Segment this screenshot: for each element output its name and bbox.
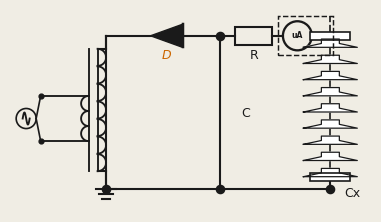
Text: R: R xyxy=(250,49,258,62)
Polygon shape xyxy=(303,152,357,161)
Polygon shape xyxy=(303,168,357,177)
Polygon shape xyxy=(150,24,182,47)
Text: uA: uA xyxy=(292,31,303,40)
Polygon shape xyxy=(303,120,357,128)
Polygon shape xyxy=(303,55,357,63)
Bar xyxy=(278,16,333,55)
Point xyxy=(327,187,333,191)
Polygon shape xyxy=(303,39,357,47)
Point xyxy=(102,187,109,191)
Polygon shape xyxy=(303,71,357,80)
Polygon shape xyxy=(303,87,357,96)
Bar xyxy=(311,32,351,40)
Text: C: C xyxy=(241,107,250,119)
Text: D: D xyxy=(162,49,171,62)
Polygon shape xyxy=(303,136,357,144)
Point xyxy=(218,34,224,38)
Point xyxy=(38,94,44,98)
Point xyxy=(38,139,44,143)
Text: Cx: Cx xyxy=(344,187,360,200)
Polygon shape xyxy=(303,104,357,112)
Bar xyxy=(235,27,272,45)
Point xyxy=(218,187,224,191)
Bar xyxy=(311,173,351,181)
